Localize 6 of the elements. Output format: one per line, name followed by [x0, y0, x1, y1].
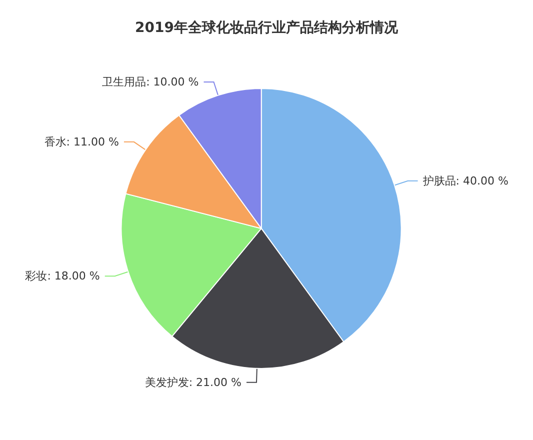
- slice-label: 香水: 11.00 %: [44, 135, 119, 148]
- chart-title: 2019年全球化妆品行业产品结构分析情况: [135, 19, 399, 36]
- slice-label: 卫生用品: 10.00 %: [102, 76, 199, 89]
- slice-label: 彩妆: 18.00 %: [25, 270, 100, 283]
- slice-label: 美发护发: 21.00 %: [144, 376, 242, 389]
- slice-label: 护肤品: 40.00 %: [422, 174, 508, 188]
